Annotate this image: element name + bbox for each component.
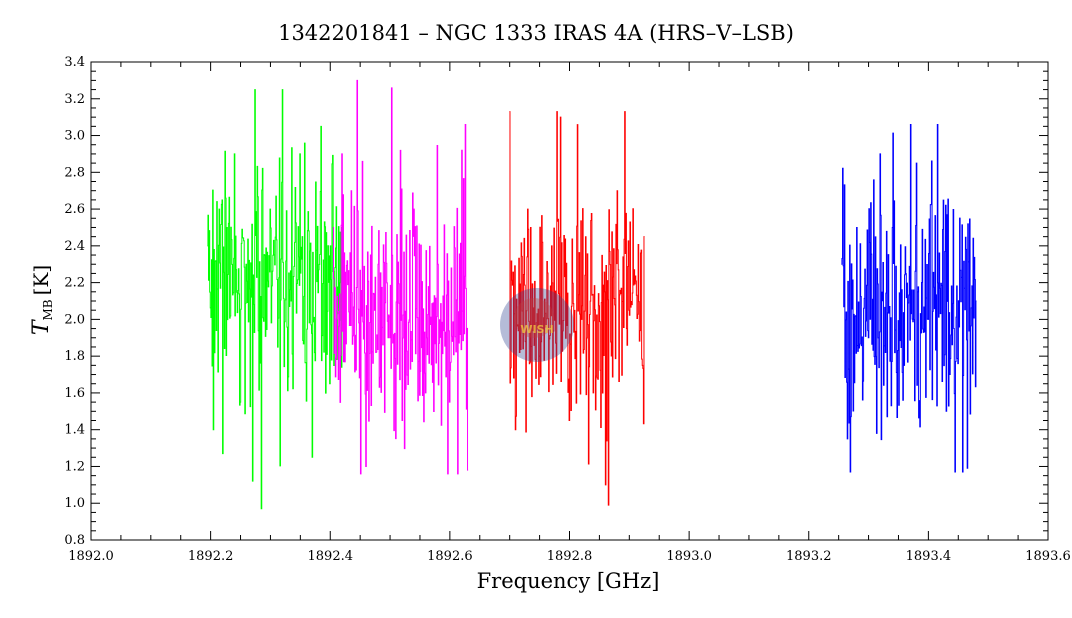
x-tick-label: 1893.0 [666,549,712,564]
y-tick-label: 3.4 [64,55,85,70]
y-tick-label: 1.8 [64,349,85,364]
y-tick-label: 2.8 [64,165,85,180]
y-axis-label-sub: MB [41,299,55,320]
spectrum-series-4 [841,124,977,473]
x-axis-label: Frequency [GHz] [477,569,660,593]
y-axis-ticks: 0.8 1.0 1.2 1.4 1.6 1.8 2.0 2.2 2.4 2.6 2.8 3.0 3.2 3… [64,55,1048,548]
y-tick-label: 2.2 [64,276,85,291]
svg-text:TMB[K]: TMB [K] [29,265,55,335]
y-axis-label-unit: [K] [29,265,53,296]
svg-text:WISH: WISH [520,323,553,336]
x-tick-label: 1892.8 [547,549,593,564]
y-axis-label: TMB [K] [29,265,55,335]
x-tick-label: 1892.2 [188,549,234,564]
spectrum-series-2 [332,79,469,475]
x-tick-label: 1893.6 [1025,549,1071,564]
y-tick-label: 2.6 [64,202,85,217]
chart-title: 1342201841 – NGC 1333 IRAS 4A (HRS–V–LSB… [278,21,794,45]
y-tick-label: 2.4 [64,239,85,254]
spectrum-series-1 [207,89,343,510]
series-layer [207,79,977,510]
y-tick-label: 3.0 [64,129,85,144]
x-tick-label: 1892.0 [68,549,114,564]
y-tick-label: 0.8 [64,533,85,548]
x-tick-label: 1892.4 [308,549,354,564]
x-axis-ticks: 1892.0 1892.2 1892.4 1892.6 1892.8 1893.0 1893… [68,62,1071,564]
x-tick-label: 1892.6 [427,549,473,564]
y-tick-label: 2.0 [64,312,85,327]
wish-logo-watermark: WISH [500,288,574,362]
x-tick-label: 1893.2 [786,549,832,564]
x-tick-label: 1893.4 [906,549,952,564]
spectrum-series-3 [509,111,645,506]
y-tick-label: 1.6 [64,386,85,401]
y-tick-label: 1.4 [64,423,85,438]
y-tick-label: 1.2 [64,459,85,474]
y-tick-label: 1.0 [64,496,85,511]
y-axis-label-main: T [29,318,54,335]
y-tick-label: 3.2 [64,92,85,107]
